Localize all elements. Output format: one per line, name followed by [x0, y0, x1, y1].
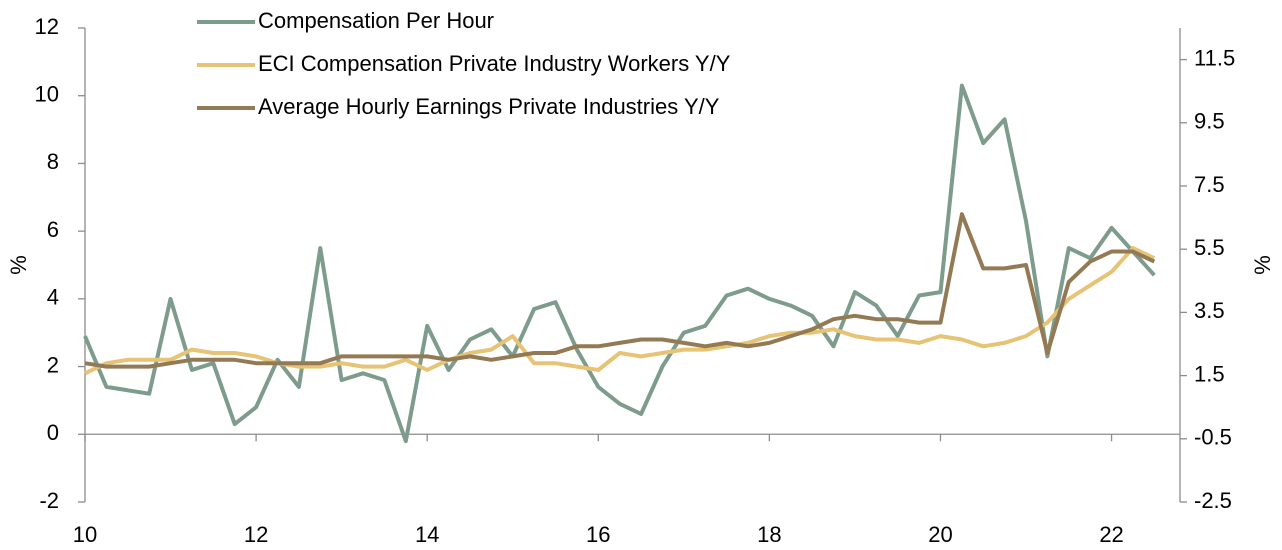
y2-tick-label: 5.5 [1194, 235, 1225, 260]
x-tick-label: 14 [415, 522, 439, 547]
y-tick-label: 10 [35, 82, 59, 107]
y-tick-label: -2 [39, 488, 59, 513]
series-line [84, 246, 1156, 376]
legend-label: ECI Compensation Private Industry Worker… [258, 51, 731, 76]
series-line [84, 212, 1156, 369]
y2-tick-label: 9.5 [1194, 109, 1225, 134]
x-tick-label: 18 [757, 522, 781, 547]
y-tick-label: 0 [47, 420, 59, 445]
y2-tick-label: 3.5 [1194, 298, 1225, 323]
y-tick-label: 2 [47, 352, 59, 377]
x-tick-label: 20 [928, 522, 952, 547]
y2-tick-label: -2.5 [1194, 488, 1232, 513]
legend-label: Compensation Per Hour [258, 8, 494, 33]
y2-tick-label: -0.5 [1194, 425, 1232, 450]
y-tick-label: 6 [47, 217, 59, 242]
x-tick-label: 16 [586, 522, 610, 547]
x-tick-label: 10 [73, 522, 97, 547]
y2-tick-label: 7.5 [1194, 172, 1225, 197]
y-axis-label: % [6, 255, 31, 275]
series-line [83, 83, 1156, 444]
y2-axis-label: % [1250, 255, 1275, 275]
y-tick-label: 4 [47, 285, 59, 310]
y2-tick-label: 1.5 [1194, 361, 1225, 386]
x-tick-label: 12 [244, 522, 268, 547]
y-tick-label: 8 [47, 149, 59, 174]
x-tick-label: 22 [1099, 522, 1123, 547]
y-tick-label: 12 [35, 14, 59, 39]
legend-label: Average Hourly Earnings Private Industri… [258, 94, 720, 119]
y2-tick-label: 11.5 [1194, 45, 1235, 70]
